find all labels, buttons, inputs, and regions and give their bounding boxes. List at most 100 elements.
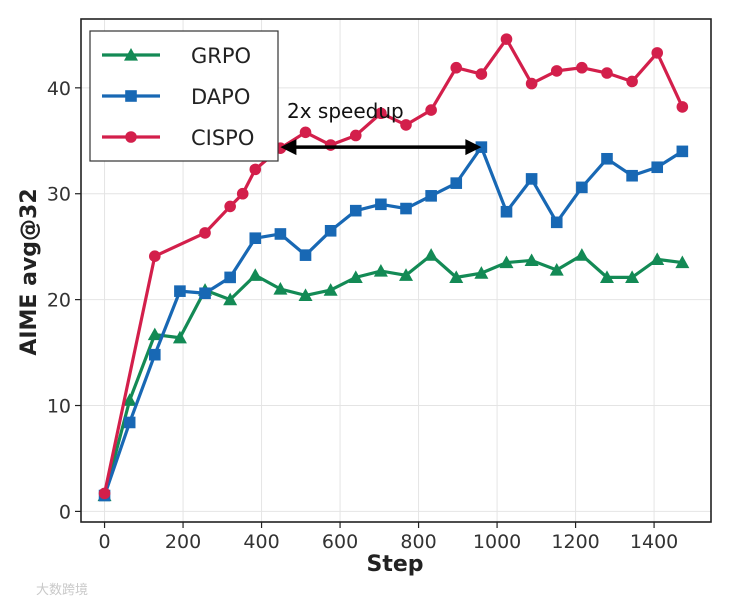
data-point-grpo: [348, 270, 363, 283]
y-tick-label: 40: [47, 78, 71, 100]
data-point-dapo: [274, 228, 287, 240]
legend-label-dapo: DAPO: [191, 85, 250, 109]
x-tick-label: 200: [165, 531, 201, 553]
y-tick-label: 10: [47, 396, 71, 418]
legend-marker-cispo: [125, 131, 137, 143]
y-axis-ticks: 0 10 20 30 40: [47, 78, 81, 523]
data-point-cispo: [651, 47, 664, 59]
data-point-grpo: [574, 248, 589, 261]
data-point-grpo: [424, 248, 439, 261]
data-point-grpo: [273, 282, 288, 295]
x-tick-label: 1000: [473, 531, 521, 553]
speedup-annotation: 2x speedup: [280, 99, 482, 156]
data-point-dapo: [425, 190, 437, 202]
data-point-dapo: [199, 287, 211, 300]
data-point-dapo: [174, 285, 186, 297]
data-point-grpo: [399, 268, 414, 281]
data-point-dapo: [651, 161, 664, 174]
x-tick-label: 0: [99, 531, 111, 553]
data-point-grpo: [373, 264, 388, 277]
series-group: [97, 33, 690, 502]
x-tick-label: 600: [322, 531, 358, 553]
data-point-dapo: [525, 173, 538, 185]
speedup-annotation-text: 2x speedup: [287, 99, 404, 123]
data-point-grpo: [675, 255, 690, 269]
data-point-grpo: [524, 253, 539, 267]
data-point-grpo: [248, 268, 263, 281]
plot-area-frame: [80, 18, 712, 523]
series-line-dapo: [103, 145, 684, 497]
data-point-cispo: [425, 104, 437, 116]
data-point-grpo: [172, 330, 187, 344]
series-grpo: [97, 248, 690, 502]
data-point-dapo: [249, 232, 262, 245]
data-point-cispo: [576, 61, 588, 74]
data-point-cispo: [98, 487, 111, 500]
data-point-dapo: [324, 224, 337, 237]
x-tick-label: 1200: [551, 531, 599, 553]
data-point-grpo: [549, 262, 564, 276]
x-tick-label: 1400: [630, 531, 678, 553]
data-point-cispo: [199, 227, 211, 239]
x-axis-ticks: 0 200 400 600 800 1000 1200 1400: [99, 522, 678, 553]
data-point-cispo: [236, 187, 249, 200]
y-axis-label: AIME avg@32: [17, 188, 42, 355]
x-axis-label: Step: [366, 552, 423, 577]
data-point-dapo: [123, 416, 136, 429]
legend: GRPO DAPO CISPO: [89, 30, 279, 162]
data-point-cispo: [500, 33, 513, 45]
data-point-dapo: [550, 216, 563, 229]
data-point-grpo: [625, 270, 640, 283]
data-point-cispo: [224, 200, 236, 213]
legend-marker-dapo: [125, 90, 137, 102]
data-point-cispo: [324, 139, 337, 151]
y-tick-label: 20: [47, 290, 71, 312]
data-point-grpo: [298, 288, 313, 301]
data-point-cispo: [676, 101, 689, 113]
data-point-dapo: [450, 177, 463, 189]
data-point-grpo: [223, 292, 238, 306]
speedup-arrow-left-head: [280, 139, 297, 156]
data-point-grpo: [147, 327, 162, 341]
data-point-cispo: [626, 75, 638, 88]
data-point-grpo: [449, 270, 464, 283]
data-point-grpo: [474, 266, 489, 279]
data-point-cispo: [349, 129, 362, 142]
data-point-dapo: [224, 271, 236, 284]
watermark-text: 大数跨境: [36, 583, 88, 598]
data-point-dapo: [676, 145, 689, 158]
data-point-dapo: [400, 202, 412, 215]
data-point-grpo: [323, 283, 338, 296]
data-point-grpo: [650, 252, 665, 265]
series-dapo: [98, 141, 689, 502]
data-point-cispo: [299, 126, 312, 139]
x-tick-label: 400: [243, 531, 279, 553]
data-point-dapo: [299, 249, 312, 261]
data-point-cispo: [601, 67, 613, 79]
data-point-dapo: [375, 198, 387, 211]
data-point-dapo: [601, 152, 613, 165]
data-point-grpo: [122, 393, 137, 406]
data-point-dapo: [349, 204, 362, 217]
data-point-dapo: [500, 205, 513, 218]
data-point-cispo: [249, 163, 262, 176]
y-tick-label: 30: [47, 184, 71, 206]
data-point-cispo: [450, 61, 463, 74]
data-point-grpo: [599, 270, 614, 283]
legend-label-grpo: GRPO: [191, 44, 251, 68]
legend-label-cispo: CISPO: [191, 126, 254, 150]
data-point-grpo: [499, 255, 514, 269]
speedup-arrow-right-head: [465, 139, 482, 156]
legend-marker-grpo: [124, 48, 138, 61]
data-point-dapo: [576, 181, 588, 194]
y-tick-label: 0: [59, 501, 71, 523]
data-point-cispo: [400, 119, 412, 131]
data-point-dapo: [626, 169, 638, 182]
data-point-cispo: [475, 68, 488, 80]
data-point-dapo: [148, 348, 161, 361]
data-point-cispo: [148, 250, 161, 263]
data-point-cispo: [525, 77, 538, 90]
data-point-cispo: [550, 65, 563, 77]
data-point-cispo: [375, 107, 387, 120]
